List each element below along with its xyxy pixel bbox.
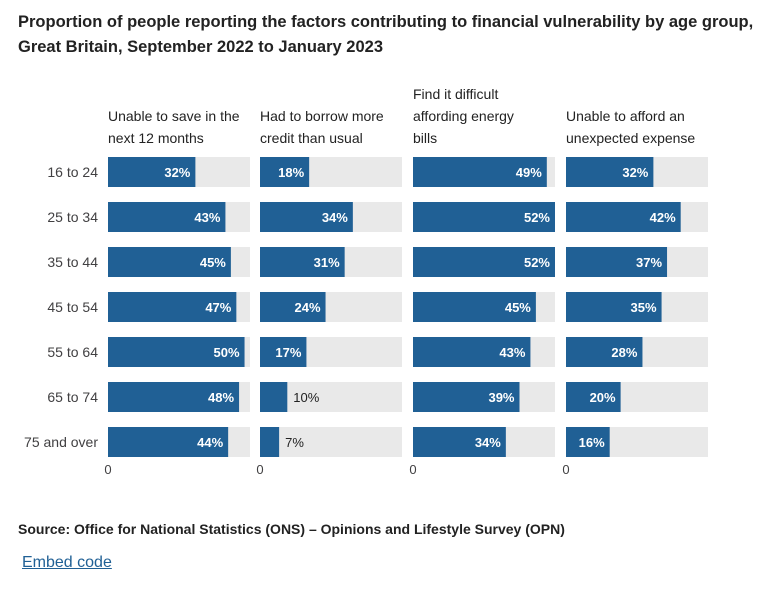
data-label: 42% <box>650 210 676 225</box>
data-label: 32% <box>622 165 648 180</box>
bar <box>108 292 237 322</box>
small-multiples-bar-chart: 16 to 24 25 to 34 35 to 44 45 to 54 55 to 64… <box>24 86 708 477</box>
data-label: 35% <box>631 300 657 315</box>
x-tick-label: 0 <box>409 462 416 477</box>
data-label: 32% <box>164 165 190 180</box>
x-tick-label: 0 <box>104 462 111 477</box>
source-note: Source: Office for National Statistics (… <box>18 521 565 537</box>
category-label: 75 and over <box>24 434 98 450</box>
bar <box>260 202 353 232</box>
data-label: 45% <box>200 255 226 270</box>
data-label: 47% <box>205 300 231 315</box>
bar <box>566 292 662 322</box>
x-tick-label: 0 <box>562 462 569 477</box>
chart-title: Proportion of people reporting the facto… <box>18 13 754 56</box>
bar-track <box>260 427 402 457</box>
data-label: 52% <box>524 210 550 225</box>
bar <box>108 427 229 457</box>
category-label: 25 to 34 <box>47 209 98 225</box>
panel-title: credit than usual <box>260 130 363 146</box>
data-label: 17% <box>275 345 301 360</box>
panel-title: Had to borrow more <box>260 108 384 124</box>
data-label: 43% <box>499 345 525 360</box>
data-label: 37% <box>636 255 662 270</box>
data-label: 24% <box>295 300 321 315</box>
category-label: 45 to 54 <box>47 299 98 315</box>
bar <box>413 247 555 277</box>
bar <box>260 337 307 367</box>
data-label: 16% <box>579 435 605 450</box>
bar <box>413 337 531 367</box>
data-label: 52% <box>524 255 550 270</box>
panel-title: Unable to afford an <box>566 108 685 124</box>
panel-title: Find it difficult <box>413 86 498 102</box>
bar <box>108 337 245 367</box>
data-label: 34% <box>475 435 501 450</box>
bar <box>566 202 681 232</box>
bar <box>108 157 196 187</box>
embed-code-link[interactable]: Embed code <box>22 554 112 571</box>
bar <box>260 157 310 187</box>
bar <box>566 427 610 457</box>
bar <box>260 382 288 412</box>
bar <box>260 292 326 322</box>
bar <box>413 427 506 457</box>
data-label: 48% <box>208 390 234 405</box>
data-label: 18% <box>278 165 304 180</box>
bar <box>566 382 621 412</box>
panel-title: affording energy <box>413 108 514 124</box>
bar <box>260 427 280 457</box>
data-label: 50% <box>214 345 240 360</box>
panel-title: next 12 months <box>108 130 204 146</box>
bar <box>413 292 536 322</box>
bar <box>413 157 547 187</box>
category-label: 65 to 74 <box>47 389 98 405</box>
data-label: 39% <box>488 390 514 405</box>
data-label: 45% <box>505 300 531 315</box>
bar <box>413 202 555 232</box>
bar <box>108 202 226 232</box>
category-label: 35 to 44 <box>47 254 98 270</box>
panel-title: bills <box>413 130 437 146</box>
bar <box>260 247 345 277</box>
data-label: 44% <box>197 435 223 450</box>
bar <box>566 157 654 187</box>
category-label: 16 to 24 <box>47 164 98 180</box>
x-tick-label: 0 <box>256 462 263 477</box>
data-label: 31% <box>314 255 340 270</box>
data-label: 49% <box>516 165 542 180</box>
bar <box>413 382 520 412</box>
panel-title: Unable to save in the <box>108 108 240 124</box>
panel-title: unexpected expense <box>566 130 695 146</box>
data-label: 34% <box>322 210 348 225</box>
data-label: 43% <box>194 210 220 225</box>
data-label: 7% <box>285 435 304 450</box>
bar <box>566 337 643 367</box>
category-label: 55 to 64 <box>47 344 98 360</box>
bar <box>108 382 240 412</box>
bar <box>108 247 231 277</box>
bar <box>566 247 668 277</box>
data-label: 20% <box>590 390 616 405</box>
data-label: 10% <box>293 390 319 405</box>
data-label: 28% <box>611 345 637 360</box>
